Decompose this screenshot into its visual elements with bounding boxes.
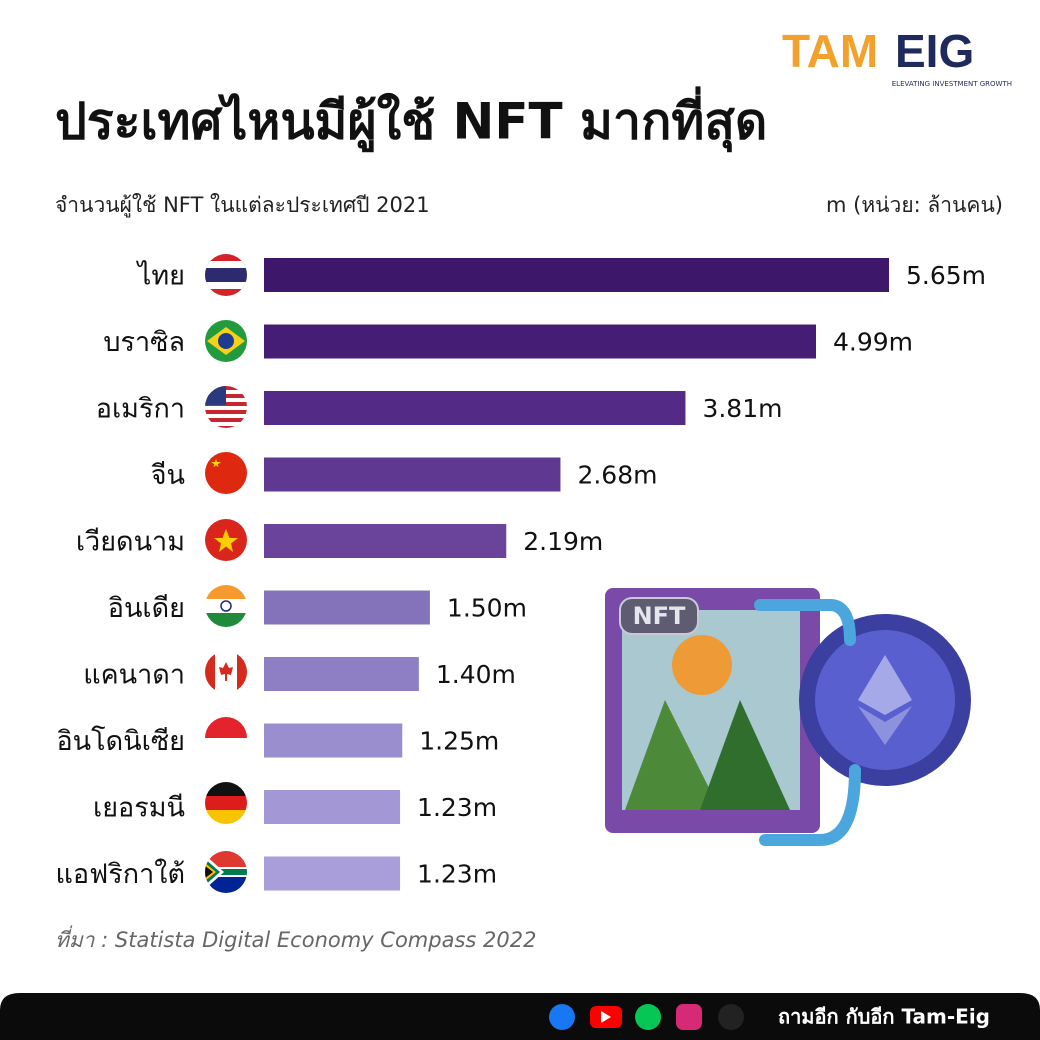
category-label: อเมริกา [96, 394, 185, 425]
category-label: แอฟริกาใต้ [56, 858, 185, 890]
flag-ca [205, 651, 247, 693]
value-label: 1.40m [436, 660, 516, 689]
footer-text: ถามอีก กับอีก Tam-Eig [778, 1005, 990, 1029]
flag-za [205, 851, 247, 893]
value-label: 1.25m [419, 727, 499, 756]
bar [264, 590, 430, 625]
social-icons [549, 1004, 744, 1030]
value-label: 1.23m [417, 793, 497, 822]
logo-tagline: ELEVATING INVESTMENT GROWTH [892, 80, 1012, 88]
chart-title: ประเทศไหนมีผู้ใช้ NFT มากที่สุด [55, 87, 767, 153]
nft-illustration: NFT [605, 588, 971, 846]
logo-left: TAM [782, 25, 878, 77]
subtitle: จำนวนผู้ใช้ NFT ในแต่ละประเทศปี 2021 [55, 193, 430, 218]
bar [264, 856, 401, 891]
footer-bar [0, 993, 1040, 1040]
value-label: 5.65m [906, 261, 986, 290]
bar [264, 258, 889, 292]
flag-de [205, 782, 247, 824]
flag-id [205, 717, 247, 759]
bar [264, 524, 507, 558]
value-label: 2.19m [523, 527, 603, 556]
category-label: เยอรมนี [93, 793, 185, 824]
value-label: 1.23m [417, 860, 497, 889]
logo-right: EIG [895, 25, 974, 77]
bar [264, 657, 419, 691]
flags [205, 254, 247, 893]
value-label: 2.68m [577, 461, 657, 490]
category-label: จีน [151, 460, 185, 491]
category-label: เวียดนาม [76, 527, 185, 558]
flag-vn [205, 519, 247, 561]
value-label: 4.99m [833, 328, 913, 357]
bar [264, 723, 403, 758]
bar [264, 457, 561, 492]
flag-cn [205, 452, 247, 494]
bar [264, 324, 816, 359]
bar [264, 391, 686, 425]
flag-th [205, 254, 247, 296]
flag-in [205, 585, 247, 627]
flag-br [205, 320, 247, 362]
value-label: 1.50m [447, 594, 527, 623]
category-label: ไทย [136, 261, 185, 292]
category-label: แคนาดา [83, 660, 185, 691]
unit-label: m (หน่วย: ล้านคน) [826, 193, 1003, 217]
value-label: 3.81m [702, 394, 782, 423]
source: ที่มา : Statista Digital Economy Compass… [55, 925, 536, 952]
category-label: อินเดีย [108, 593, 185, 624]
bar [264, 790, 401, 824]
category-label: อินโดนิเซีย [56, 726, 185, 757]
category-label: บราซิล [103, 327, 185, 358]
flag-us [205, 386, 247, 428]
nft-label: NFT [633, 602, 686, 630]
